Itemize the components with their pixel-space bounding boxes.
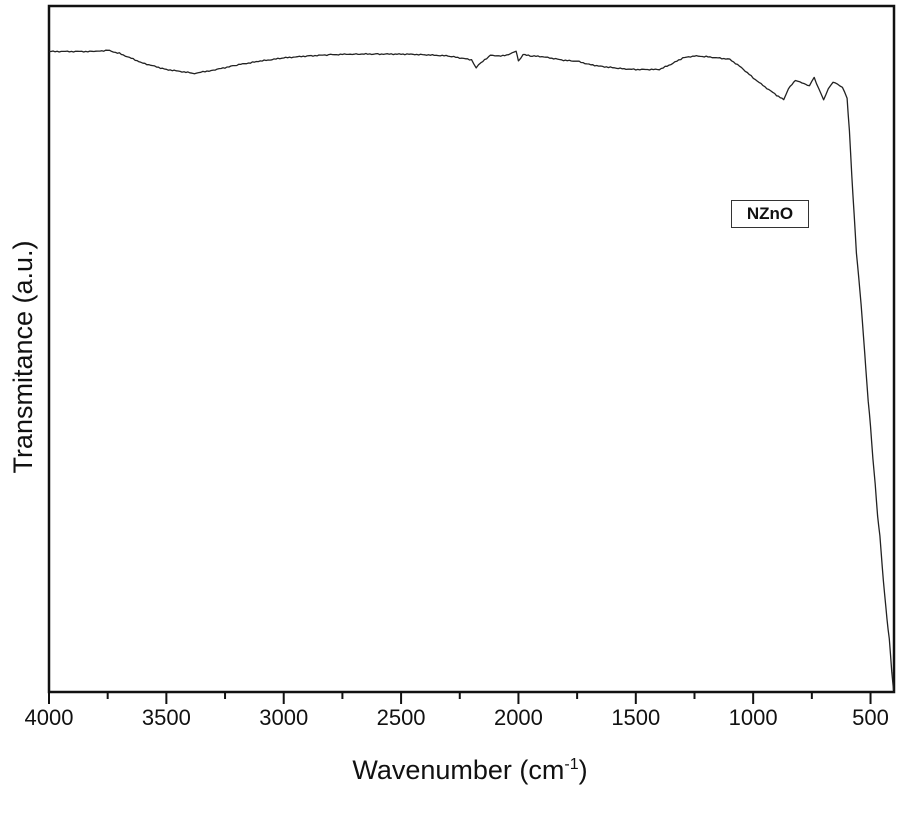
x-tick-label: 2000 <box>493 705 543 730</box>
x-tick-label: 1500 <box>611 705 661 730</box>
x-axis-label-close: ) <box>578 755 588 785</box>
x-axis-label: Wavenumber (cm-1) <box>0 755 900 786</box>
x-tick-label: 3500 <box>141 705 191 730</box>
x-axis-label-main: Wavenumber (cm <box>352 755 565 785</box>
series-line-nzno <box>49 49 895 691</box>
x-tick-label: 2500 <box>376 705 426 730</box>
x-axis-ticks <box>48 692 872 704</box>
x-tick-label: 500 <box>852 705 889 730</box>
x-tick-label: 3000 <box>259 705 309 730</box>
x-tick-label: 4000 <box>24 705 74 730</box>
plot-frame <box>47 4 896 694</box>
legend-entry-nzno: NZnO <box>746 204 794 223</box>
legend-box: NZnO <box>731 200 809 228</box>
x-axis-label-superscript: -1 <box>564 756 579 773</box>
x-tick-label: 1000 <box>728 705 778 730</box>
y-axis-label: Transmitance (a.u.) <box>8 240 38 474</box>
